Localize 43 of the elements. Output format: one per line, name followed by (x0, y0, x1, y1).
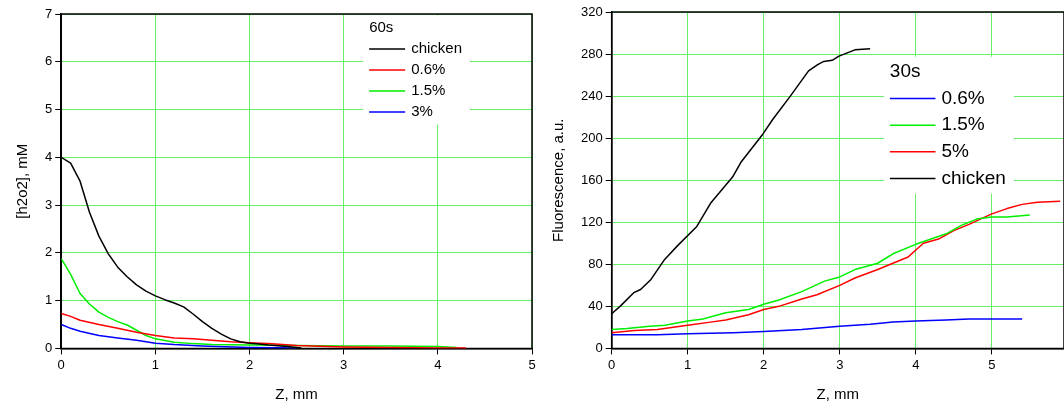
x-tick-label: 2 (245, 356, 254, 372)
x-tick-label: 1 (684, 356, 692, 372)
y-tick-label: 5 (45, 101, 53, 117)
y-tick-label: 0 (595, 339, 603, 355)
legend-label: 0.6% (411, 60, 446, 78)
x-tick-label: 0 (57, 356, 65, 372)
y-tick-label: 280 (580, 45, 603, 61)
x-tick-label: 5 (988, 356, 996, 372)
x-tick-label: 1 (151, 356, 159, 372)
y-tick-label: 320 (580, 3, 603, 19)
x-tick-label: 0 (608, 356, 616, 372)
x-tick-label: 2 (760, 356, 768, 372)
x-axis-title: Z, mm (816, 385, 860, 403)
legend-label: 3% (411, 102, 433, 120)
x-tick-label: 3 (836, 356, 844, 372)
y-tick-label: 6 (45, 53, 53, 69)
y-tick-label: 3 (45, 196, 53, 212)
x-tick-label: 4 (912, 356, 920, 372)
y-tick-label: 120 (580, 213, 603, 229)
x-axis-title: Z, mm (275, 385, 318, 403)
x-tick-label: 5 (528, 356, 536, 372)
y-tick-label: 40 (588, 297, 603, 313)
y-tick-label: 4 (45, 148, 53, 164)
x-tick-label: 4 (434, 356, 442, 372)
legend-label: 0.6% (941, 86, 985, 108)
legend-label: 1.5% (411, 81, 446, 99)
y-tick-label: 240 (580, 87, 603, 103)
y-tick-label: 1 (45, 292, 53, 308)
legend-label: 5% (941, 140, 970, 162)
x-tick-label: 3 (340, 356, 348, 372)
y-tick-label: 2 (45, 244, 53, 260)
y-tick-label: 160 (580, 171, 603, 187)
y-axis-title: [h2o2], mM (13, 143, 31, 219)
legend-title: 60s (369, 18, 394, 36)
y-axis-title: Fluorescence, a.u. (549, 118, 567, 242)
legend-title: 30s (889, 60, 921, 82)
legend-label: chicken (411, 39, 462, 57)
legend-label: chicken (941, 166, 1006, 188)
y-tick-label: 200 (580, 129, 603, 145)
y-tick-label: 0 (45, 339, 53, 355)
legend-label: 1.5% (941, 113, 985, 135)
y-tick-label: 7 (45, 5, 53, 21)
y-tick-label: 80 (588, 255, 603, 271)
